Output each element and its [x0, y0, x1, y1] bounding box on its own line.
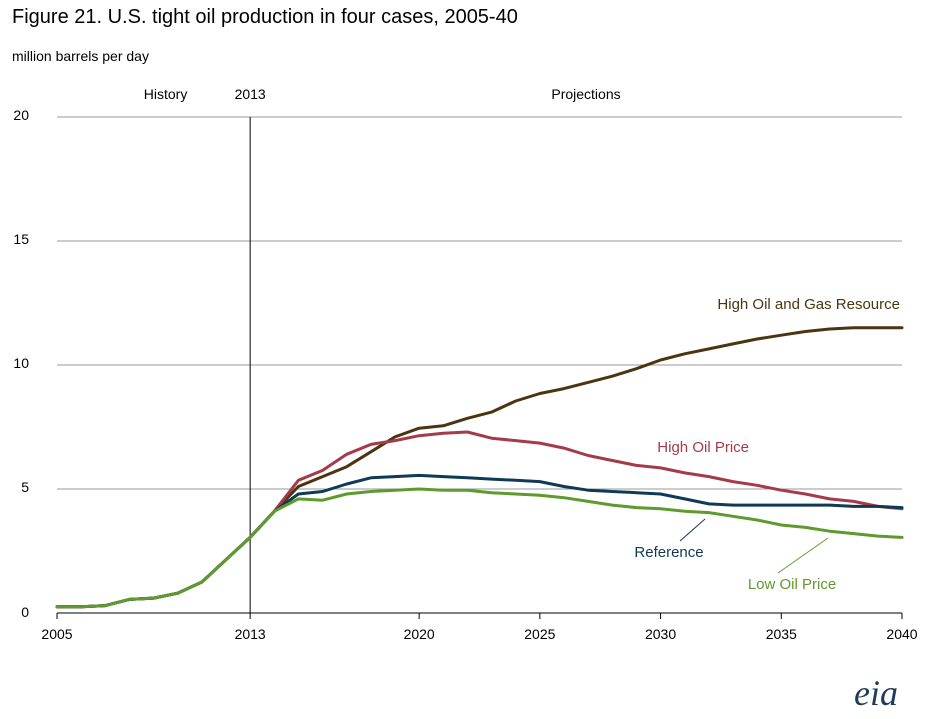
- y-tick-label: 5: [21, 479, 29, 495]
- x-tick-label: 2025: [524, 626, 555, 642]
- x-tick-label: 2030: [645, 626, 676, 642]
- series-label: Low Oil Price: [748, 576, 836, 593]
- reference-leader-line: [679, 518, 706, 542]
- series-labels: High Oil and Gas Resource High Oil Price R…: [634, 296, 900, 593]
- projections-label: Projections: [551, 86, 620, 102]
- y-tick-label: 10: [13, 355, 29, 371]
- series-label: High Oil and Gas Resource: [717, 296, 900, 313]
- low-oil-price-leader-line: [777, 537, 829, 574]
- x-tick-label: 2020: [404, 626, 435, 642]
- axes: 0 5 10 15 20 2005 2013 2020 2025 2030 2035 2040 2013…: [13, 86, 917, 642]
- y-tick-label: 15: [13, 231, 29, 247]
- x-tick-label: 2013: [235, 626, 266, 642]
- eia-logo: eia: [854, 673, 898, 713]
- series-line-high-oil-and-gas-resource: [55, 326, 904, 609]
- y-tick-label: 20: [13, 107, 29, 123]
- series-line-low-oil-price: [55, 487, 904, 609]
- y-axis-units: million barrels per day: [12, 48, 149, 64]
- history-label: History: [144, 86, 188, 102]
- series-label: Reference: [634, 544, 703, 561]
- series-lines: [55, 326, 904, 609]
- chart-title: Figure 21. U.S. tight oil production in …: [12, 6, 518, 28]
- gridlines: [57, 116, 902, 490]
- x-tick-label: 2005: [41, 626, 72, 642]
- series-label: High Oil Price: [657, 439, 749, 456]
- divider-year-label: 2013: [235, 86, 266, 102]
- x-tick-label: 2040: [886, 626, 917, 642]
- y-tick-label: 0: [21, 604, 29, 620]
- x-tick-label: 2035: [766, 626, 797, 642]
